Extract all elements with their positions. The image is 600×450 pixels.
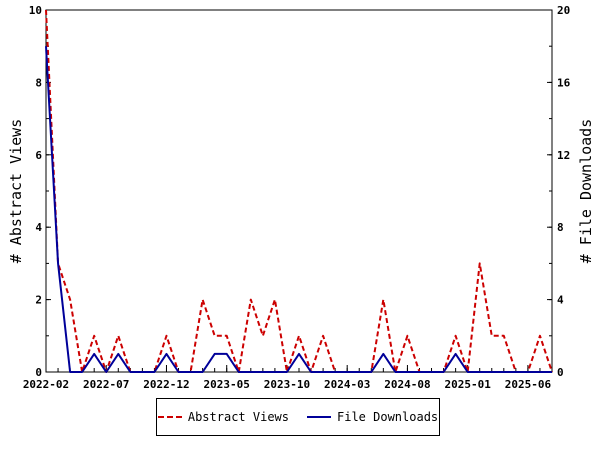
legend-label-views: Abstract Views <box>187 410 289 424</box>
y-left-tick-label: 4 <box>35 221 42 234</box>
legend-swatch-views <box>157 416 182 418</box>
y-left-tick-label: 8 <box>35 76 42 89</box>
x-tick-label: 2022-02 <box>23 378 69 391</box>
legend-label-downloads: File Downloads <box>337 410 439 424</box>
y-right-tick-label: 8 <box>557 221 564 234</box>
x-tick-label: 2022-07 <box>83 378 129 391</box>
x-tick-label: 2023-10 <box>264 378 310 391</box>
x-tick-label: 2025-06 <box>505 378 552 391</box>
y-right-tick-label: 20 <box>557 4 570 17</box>
axis-ticks <box>45 9 553 373</box>
legend-item-views: Abstract Views <box>157 410 289 424</box>
series-line-file-downloads <box>45 46 552 373</box>
series-lines <box>45 9 553 373</box>
y-right-tick-label: 0 <box>557 366 564 379</box>
series-line-abstract-views <box>45 9 553 373</box>
y-left-tick-label: 0 <box>35 366 42 379</box>
x-tick-label: 2024-03 <box>324 378 370 391</box>
y-left-tick-label: 10 <box>29 4 42 17</box>
y-left-tick-label: 2 <box>35 294 42 307</box>
y-left-tick-label: 6 <box>35 149 42 162</box>
x-tick-label: 2024-08 <box>384 378 430 391</box>
plot-area <box>45 9 553 373</box>
x-tick-label: 2022-12 <box>143 378 189 391</box>
tick-labels: 2022-02 2022-07 2022-12 2023-05 2023-10 2024-… <box>23 4 571 391</box>
y-right-tick-label: 12 <box>557 149 570 162</box>
y-right-tick-label: 4 <box>557 294 564 307</box>
y-axis-left-title: # Abstract Views <box>7 119 25 264</box>
x-tick-label: 2025-01 <box>444 378 491 391</box>
x-tick-label: 2023-05 <box>204 378 250 391</box>
plot-frame <box>45 9 553 373</box>
y-right-tick-label: 16 <box>557 76 571 89</box>
legend-item-downloads: File Downloads <box>307 410 438 424</box>
y-axis-right-title: # File Downloads <box>577 119 595 264</box>
legend: Abstract Views File Downloads <box>156 398 440 436</box>
legend-swatch-downloads <box>307 416 331 418</box>
